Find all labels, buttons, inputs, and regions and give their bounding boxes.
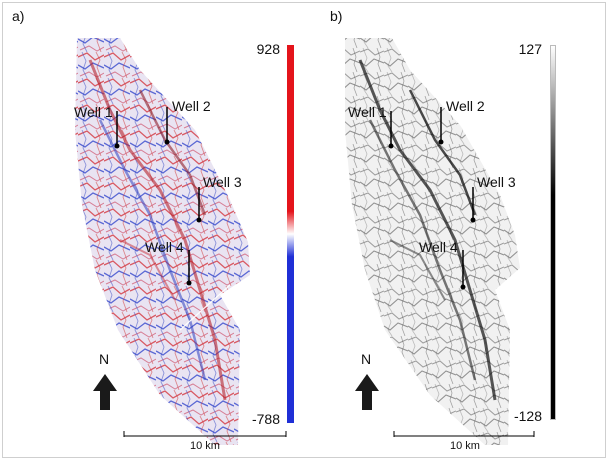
well-markers-a <box>114 107 202 286</box>
well-label: Well 2 <box>446 98 485 114</box>
seismic-attribute-area-b <box>345 38 520 445</box>
panel-label: a) <box>12 8 25 24</box>
colorbar-b <box>550 45 556 420</box>
colorbar-min-label: -128 <box>513 408 542 424</box>
figure-frame <box>2 2 606 458</box>
well-label: Well 3 <box>477 174 516 190</box>
seismic-attribute-area-a <box>75 38 250 445</box>
north-label: N <box>361 351 372 367</box>
well-label: Well 2 <box>172 98 211 114</box>
well-markers-b <box>388 107 476 290</box>
scale-bar-b <box>393 431 535 437</box>
fault-lineaments-b <box>358 59 497 401</box>
panel-label: b) <box>330 8 343 24</box>
colorbar-min-label: -788 <box>251 411 280 427</box>
well-label: Well 4 <box>145 239 184 255</box>
well-label: Well 1 <box>348 104 387 120</box>
north-arrow-icon <box>93 374 117 410</box>
north-label: N <box>99 351 110 367</box>
scale-bar-a <box>123 431 287 437</box>
colorbar-max-label: 127 <box>518 41 542 57</box>
colorbar-a <box>287 45 294 423</box>
colorbar-max-label: 928 <box>256 41 280 57</box>
well-label: Well 3 <box>203 174 242 190</box>
well-label: Well 4 <box>419 239 458 255</box>
fault-lineaments-a <box>88 59 231 401</box>
well-label: Well 1 <box>74 104 113 120</box>
scale-label: 10 km <box>450 440 480 452</box>
scale-label: 10 km <box>190 440 220 452</box>
north-arrow-icon <box>355 374 379 410</box>
